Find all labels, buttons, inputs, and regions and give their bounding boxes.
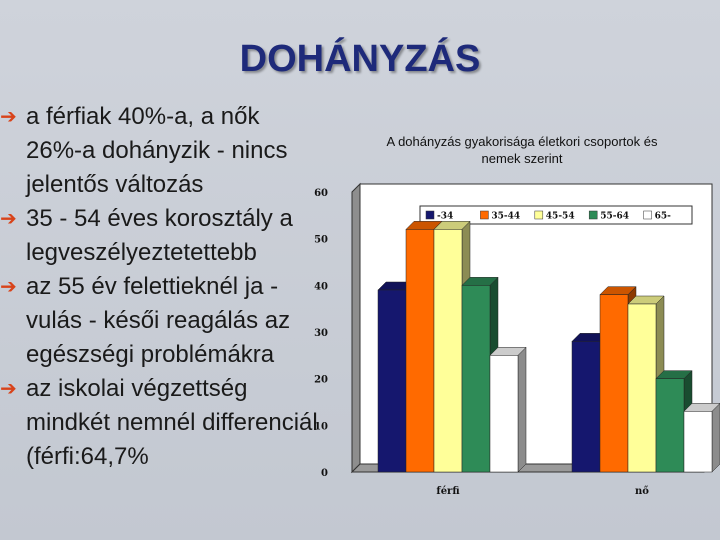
legend-swatch (643, 210, 652, 220)
y-tick-label: 40 (314, 281, 328, 292)
chart-title: A dohányzás gyakorisága életkori csoport… (386, 134, 658, 166)
bar (655, 378, 685, 473)
y-tick-label: 20 (314, 375, 328, 386)
legend-label: 55-64 (600, 212, 629, 222)
bullet-item: ➔ 35 - 54 éves korosztály a legveszélyez… (0, 202, 320, 270)
bar (599, 294, 629, 473)
category-label: nő (635, 486, 649, 497)
legend-swatch (588, 210, 598, 220)
chart-legend (419, 205, 693, 225)
arrow-right-icon: ➔ (0, 106, 17, 128)
arrow-right-icon: ➔ (0, 378, 17, 400)
bullet-item: ➔ az 55 év felettieknél ja -vulás - késő… (0, 270, 320, 372)
bar (405, 229, 435, 473)
bullet-item: ➔ az iskolai végzettség mindkét nemnél d… (0, 372, 320, 474)
bar (627, 303, 657, 473)
bullet-item: ➔ a férfiak 40%-a, a nők 26%-a dohányzik… (0, 100, 320, 202)
y-tick-label: 60 (314, 188, 328, 199)
legend-label: -34 (437, 212, 453, 222)
bullet-text: az iskolai végzettség mindkét nemnél dif… (26, 375, 318, 470)
legend-swatch (534, 210, 544, 220)
bullet-list: ➔ a férfiak 40%-a, a nők 26%-a dohányzik… (0, 100, 320, 474)
chart-side-wall (351, 182, 361, 474)
bar-side (711, 402, 720, 473)
y-tick-label: 50 (314, 235, 328, 246)
bar (377, 289, 407, 473)
legend-label: 65- (655, 212, 672, 222)
legend-swatch (480, 210, 489, 220)
bullet-text: a férfiak 40%-a, a nők 26%-a dohányzik -… (26, 103, 288, 198)
arrow-right-icon: ➔ (0, 208, 17, 230)
bar (461, 285, 491, 473)
y-tick-label: 10 (314, 421, 328, 432)
slide-title: DOHÁNYZÁS (239, 38, 481, 80)
y-tick-label: 0 (321, 468, 328, 479)
bullet-text: az 55 év felettieknél ja -vulás - késői … (26, 273, 291, 368)
bar (489, 355, 519, 473)
bar (571, 341, 601, 473)
arrow-right-icon: ➔ (0, 276, 17, 298)
legend-label: 35-44 (491, 212, 520, 222)
y-tick-label: 30 (314, 328, 328, 339)
bar (683, 411, 713, 473)
legend-label: 45-54 (546, 212, 575, 222)
bar (433, 229, 463, 473)
bullet-text: 35 - 54 éves korosztály a legveszélyezte… (26, 205, 293, 266)
bar-chart: 0 10 20 30 40 50 60 -34 35-44 45-54 55-64 65- férfi n… (314, 182, 720, 497)
legend-swatch (425, 210, 435, 220)
category-label: férfi (436, 486, 460, 497)
bar-side (517, 346, 527, 473)
